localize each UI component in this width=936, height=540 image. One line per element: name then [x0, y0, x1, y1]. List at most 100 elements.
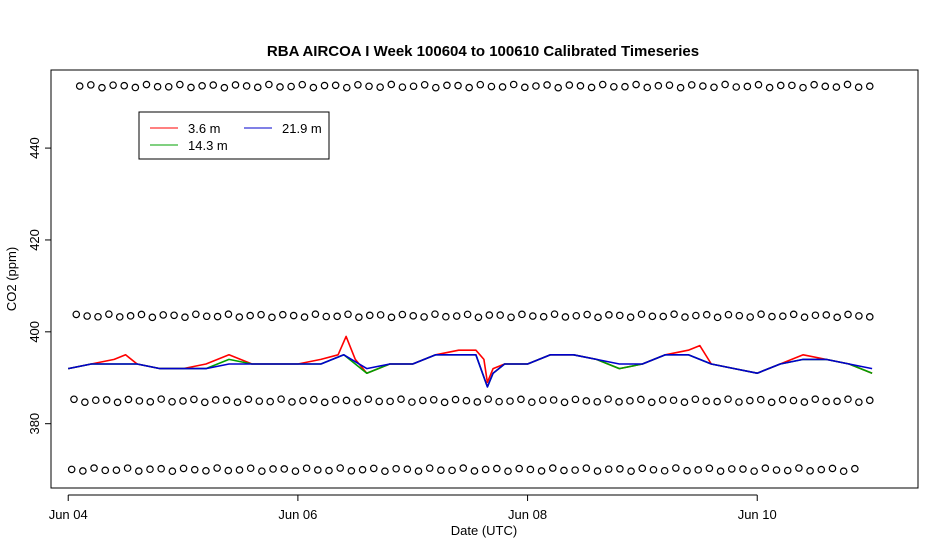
- reference-point-2-7: [146, 398, 155, 406]
- reference-point-2-42: [528, 398, 536, 407]
- reference-point-1-14: [224, 310, 233, 318]
- legend-label-3-6m: 3.6 m: [188, 121, 221, 136]
- reference-point-0-17: [265, 80, 273, 89]
- y-axis: 380 400 420 440: [27, 137, 51, 435]
- reference-point-2-14: [222, 396, 231, 404]
- reference-point-0-5: [131, 83, 140, 92]
- reference-point-0-15: [242, 82, 251, 90]
- reference-point-2-67: [800, 398, 809, 406]
- reference-point-0-61: [754, 80, 763, 89]
- reference-point-0-30: [409, 82, 418, 91]
- reference-point-2-64: [767, 398, 776, 407]
- reference-point-3-62: [761, 464, 770, 473]
- reference-point-0-26: [365, 82, 373, 91]
- reference-point-0-20: [298, 80, 307, 89]
- reference-point-1-68: [811, 311, 820, 320]
- reference-point-0-9: [176, 80, 184, 89]
- reference-point-1-32: [420, 313, 428, 321]
- reference-point-3-26: [358, 465, 367, 474]
- reference-point-1-24: [333, 312, 341, 321]
- reference-point-1-30: [398, 310, 407, 319]
- reference-point-0-34: [454, 81, 462, 90]
- reference-point-1-45: [561, 313, 570, 321]
- reference-point-0-69: [843, 80, 852, 89]
- y-tick-label-2: 420: [27, 229, 42, 251]
- reference-point-2-30: [397, 395, 405, 403]
- reference-point-2-13: [211, 396, 220, 404]
- reference-point-1-64: [768, 312, 776, 321]
- reference-point-3-60: [739, 465, 747, 473]
- reference-point-3-14: [224, 466, 233, 475]
- reference-point-3-11: [190, 465, 199, 474]
- reference-point-3-25: [347, 466, 356, 475]
- reference-point-1-18: [268, 313, 276, 322]
- reference-point-3-1: [79, 467, 87, 475]
- reference-point-2-6: [135, 397, 144, 405]
- reference-point-3-6: [134, 467, 143, 475]
- reference-point-1-13: [213, 312, 222, 321]
- reference-point-3-44: [560, 466, 568, 475]
- reference-point-1-52: [637, 310, 646, 319]
- reference-point-1-21: [300, 313, 309, 321]
- reference-point-3-45: [571, 466, 579, 474]
- reference-point-2-28: [375, 397, 384, 406]
- reference-point-2-69: [822, 397, 830, 406]
- reference-point-3-38: [493, 464, 501, 473]
- legend: 3.6 m 14.3 m 21.9 m: [138, 111, 330, 160]
- reference-point-2-3: [102, 396, 111, 404]
- reference-point-0-65: [799, 83, 807, 92]
- reference-point-0-62: [765, 83, 774, 92]
- reference-point-3-24: [336, 464, 344, 472]
- reference-point-0-43: [554, 83, 562, 92]
- reference-point-0-70: [854, 83, 863, 92]
- reference-point-2-66: [789, 396, 798, 405]
- reference-point-1-66: [789, 310, 798, 319]
- reference-point-2-32: [419, 396, 427, 405]
- reference-point-3-34: [448, 466, 456, 475]
- reference-point-3-23: [325, 466, 333, 475]
- reference-point-2-61: [735, 398, 743, 406]
- reference-point-0-7: [153, 82, 162, 91]
- reference-point-3-29: [392, 464, 400, 473]
- reference-point-1-22: [311, 310, 320, 318]
- reference-point-2-1: [81, 398, 89, 406]
- reference-point-2-24: [331, 395, 340, 404]
- reference-point-2-12: [200, 398, 209, 407]
- reference-point-0-58: [721, 80, 729, 89]
- legend-label-21-9m: 21.9 m: [282, 121, 322, 136]
- reference-point-0-25: [354, 80, 362, 89]
- reference-point-0-64: [788, 81, 796, 90]
- reference-point-2-29: [386, 397, 394, 406]
- reference-point-1-1: [83, 312, 91, 320]
- reference-point-2-10: [179, 397, 187, 405]
- reference-point-2-47: [582, 397, 591, 405]
- reference-point-2-55: [669, 396, 678, 405]
- x-tick-label-0: Jun 04: [49, 507, 88, 522]
- reference-point-1-71: [844, 310, 852, 319]
- reference-point-0-57: [710, 83, 718, 92]
- reference-point-3-67: [817, 465, 826, 474]
- legend-label-14-3m: 14.3 m: [188, 138, 228, 153]
- reference-point-0-33: [443, 81, 451, 90]
- reference-point-2-45: [560, 398, 569, 407]
- reference-point-2-41: [517, 395, 525, 404]
- x-tick-label-1: Jun 06: [278, 507, 317, 522]
- reference-point-2-49: [604, 395, 612, 403]
- reference-point-0-46: [587, 83, 596, 92]
- reference-point-1-51: [626, 313, 635, 321]
- reference-point-3-21: [302, 464, 311, 473]
- reference-point-3-35: [459, 464, 468, 472]
- reference-point-0-29: [398, 83, 407, 91]
- reference-point-2-2: [91, 396, 100, 405]
- reference-point-1-47: [583, 310, 591, 319]
- reference-point-0-22: [320, 81, 329, 90]
- reference-point-3-56: [694, 466, 703, 474]
- reference-point-0-44: [565, 81, 574, 89]
- reference-point-3-53: [660, 466, 669, 475]
- reference-point-1-56: [681, 313, 689, 321]
- reference-point-0-31: [420, 80, 429, 89]
- reference-point-3-16: [246, 464, 255, 473]
- reference-point-0-18: [276, 83, 284, 91]
- reference-point-3-64: [783, 466, 792, 475]
- reference-point-2-63: [756, 395, 765, 404]
